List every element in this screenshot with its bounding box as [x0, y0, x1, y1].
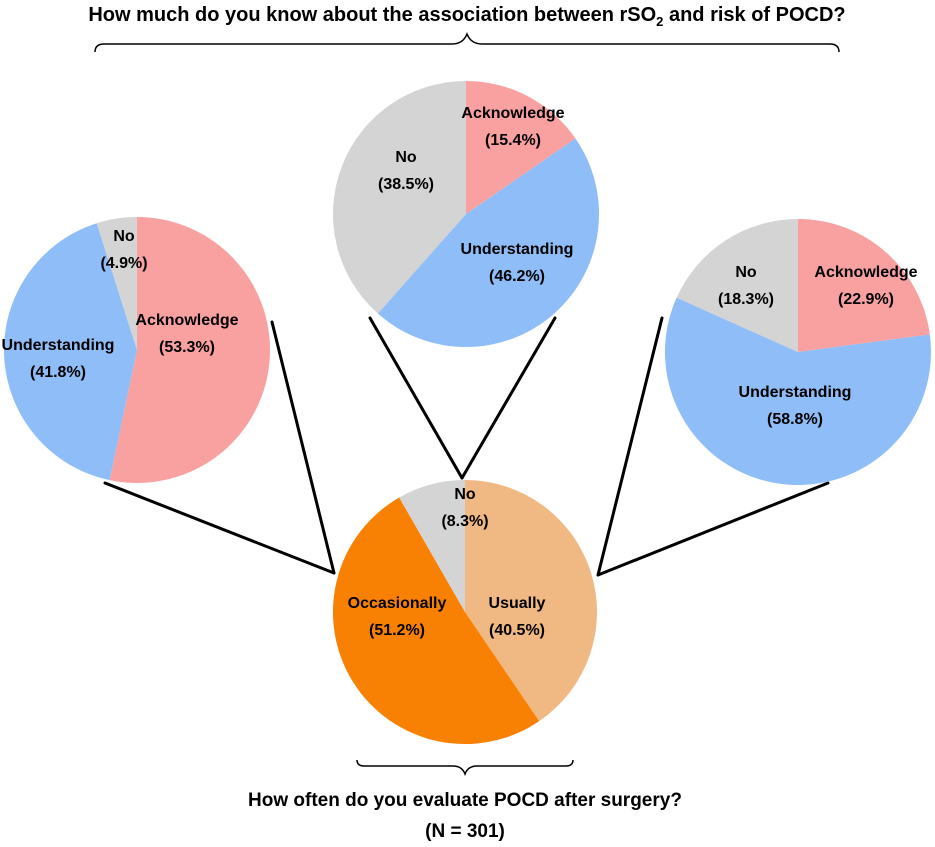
pie-center-slice-no	[399, 480, 465, 612]
pie-top-slice-understanding	[377, 138, 600, 348]
pie-center-slice-usually	[465, 480, 597, 722]
pie-top: Acknowledge (15.4%) Understanding (46.2%) No…	[332, 81, 600, 348]
pie-top-value-acknowledge: (15.4%)	[485, 132, 541, 149]
pie-left-value-acknowledge: (53.3%)	[159, 339, 215, 356]
top-question-suffix: and risk of POCD?	[663, 4, 845, 26]
connector-top-left	[368, 316, 464, 480]
pie-left: Acknowledge (53.3%) Understanding (41.8%) No…	[2, 216, 271, 483]
pie-left-value-no: (4.9%)	[100, 255, 147, 272]
pie-right: Acknowledge (22.9%) Understanding (58.8%) No…	[664, 219, 931, 486]
pie-center-label-occasionally: Occasionally	[348, 595, 447, 612]
pie-center: Usually (40.5%) Occasionally (51.2%) No (8.3%…	[332, 480, 597, 745]
pie-top-label-acknowledge: Acknowledge	[461, 105, 564, 122]
connector-left-lower	[103, 481, 336, 575]
top-brace	[94, 31, 840, 53]
sample-size-label: (N = 301)	[425, 821, 505, 842]
pie-top-value-understanding: (46.2%)	[489, 268, 545, 285]
connector-lines	[103, 316, 830, 577]
top-question-prefix: How much do you know about the associati…	[88, 4, 656, 26]
pie-left-slice-acknowledge	[109, 217, 271, 483]
pie-center-label-no: No	[454, 486, 476, 503]
pie-top-label-no: No	[395, 149, 417, 166]
pie-left-label-acknowledge: Acknowledge	[135, 312, 238, 329]
pie-right-label-understanding: Understanding	[739, 384, 852, 401]
pie-center-value-occasionally: (51.2%)	[369, 622, 425, 639]
pie-top-slice-no	[332, 81, 466, 314]
pie-left-slice-understanding	[3, 223, 137, 481]
pie-top-label-understanding: Understanding	[461, 241, 574, 258]
pie-left-slice-no	[96, 216, 137, 350]
pie-center-label-usually: Usually	[489, 595, 546, 612]
connector-right-lower	[596, 481, 830, 577]
pie-top-slice-acknowledge	[466, 81, 576, 214]
pie-right-slice-understanding	[664, 297, 931, 486]
pie-right-label-acknowledge: Acknowledge	[814, 264, 917, 281]
connector-top-right	[460, 316, 557, 480]
pie-left-label-understanding: Understanding	[2, 337, 115, 354]
pie-top-value-no: (38.5%)	[378, 176, 434, 193]
connector-right-upper	[596, 316, 664, 577]
pie-center-value-usually: (40.5%)	[489, 622, 545, 639]
pie-left-value-understanding: (41.8%)	[30, 364, 86, 381]
top-question-subscript: 2	[656, 14, 663, 29]
pie-center-slice-occasionally	[332, 497, 540, 745]
bottom-brace	[356, 759, 574, 777]
pie-right-slice-no	[676, 219, 798, 352]
pie-right-value-understanding: (58.8%)	[767, 411, 823, 428]
pie-right-slice-acknowledge	[798, 219, 930, 352]
pie-center-value-no: (8.3%)	[441, 513, 488, 530]
pie-right-value-no: (18.3%)	[718, 291, 774, 308]
pie-right-label-no: No	[735, 264, 757, 281]
bottom-question-title: How often do you evaluate POCD after sur…	[248, 790, 682, 811]
connector-left-upper	[270, 320, 336, 575]
pie-right-value-acknowledge: (22.9%)	[838, 291, 894, 308]
top-question-title: How much do you know about the associati…	[88, 4, 845, 29]
pie-left-label-no: No	[113, 228, 135, 245]
